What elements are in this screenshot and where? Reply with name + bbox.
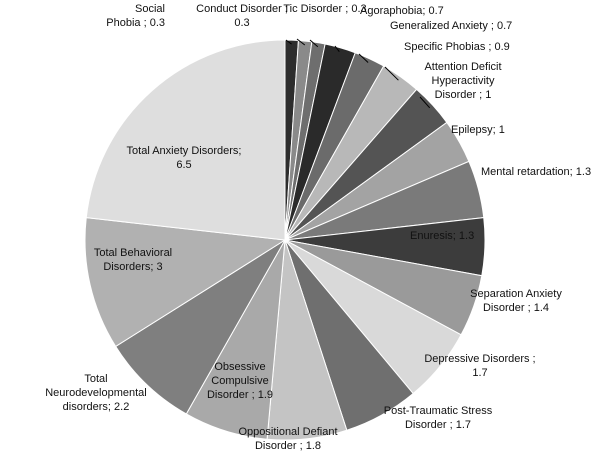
slice-label-line: Oppositional Defiant <box>238 426 337 438</box>
slice-label-line: Disorder ; 1.4 <box>483 302 549 314</box>
slice-label: Epilepsy; 1 <box>451 124 505 136</box>
slice-label: Obsessive Compulsive Disorder ; 1.9 <box>207 361 273 401</box>
slice-label-line: 1.7 <box>472 367 487 379</box>
pie-slice-total-behavioral-disorders <box>84 217 287 348</box>
leader-line <box>309 39 319 48</box>
slice-label: Agoraphobia; 0.7 <box>360 5 444 17</box>
slice-label-line: Total <box>84 373 107 385</box>
leader-line <box>285 39 292 45</box>
leader-line <box>384 66 399 81</box>
slice-label: Generalized Anxiety ; 0.7 <box>390 20 512 32</box>
leader-line <box>358 53 369 63</box>
slice-label-line: Obsessive <box>214 361 265 373</box>
slice-label: Specific Phobias ; 0.9 <box>404 41 510 53</box>
slice-label: Total Anxiety Disorders; 6.5 <box>127 145 242 171</box>
slice-label-line: Neurodevelopmental <box>45 387 147 399</box>
pie-slice-total-anxiety-disorders <box>85 39 286 241</box>
slice-label-line: Epilepsy; 1 <box>451 124 505 136</box>
slice-label-line: Specific Phobias ; 0.9 <box>404 41 510 53</box>
slice-label-line: Agoraphobia; 0.7 <box>360 5 444 17</box>
slice-label: Separation Anxiety Disorder ; 1.4 <box>470 288 562 314</box>
slice-label: Attention Deficit Hyperactivity Disorder ;… <box>424 61 501 101</box>
leader-line <box>419 96 431 109</box>
slice-label: Social Phobia ; 0.3 <box>106 3 165 29</box>
slice-label-line: Attention Deficit <box>424 61 501 73</box>
slice-label: Oppositional Defiant Disorder ; 1.8 <box>238 426 337 452</box>
slice-label-line: Phobia ; 0.3 <box>106 17 165 29</box>
slice-label: Total Behavioral Disorders; 3 <box>94 247 172 273</box>
slice-label-line: Tic Disorder ; 0.3 <box>283 3 366 15</box>
slice-label-line: Post-Traumatic Stress <box>384 405 493 417</box>
slice-label: Depressive Disorders ; 1.7 <box>424 353 535 379</box>
slice-label: Tic Disorder ; 0.3 <box>283 3 366 15</box>
slice-label-line: Generalized Anxiety ; 0.7 <box>390 20 512 32</box>
slice-label: Mental retardation; 1.3 <box>481 166 591 178</box>
leader-line <box>334 45 340 53</box>
slice-label: Conduct Disorder ; 0.3 <box>196 3 288 29</box>
slice-label: Total Neurodevelopmental disorders; 2.2 <box>45 373 147 413</box>
slice-label-line: Disorder ; 1.8 <box>255 440 321 452</box>
pie-slices <box>84 39 486 441</box>
slice-label-line: disorders; 2.2 <box>63 401 130 413</box>
slice-label-line: Separation Anxiety <box>470 288 562 300</box>
slice-label-line: Disorder ; 1.7 <box>405 419 471 431</box>
slice-label-line: Social <box>135 3 165 15</box>
leader-lines <box>285 38 431 109</box>
slice-label-line: Mental retardation; 1.3 <box>481 166 591 178</box>
slice-label-line: Hyperactivity <box>432 75 495 87</box>
slice-label: Post-Traumatic Stress Disorder ; 1.7 <box>384 405 493 431</box>
slice-label-line: Compulsive <box>211 375 268 387</box>
slice-label-line: Disorders; 3 <box>103 261 162 273</box>
pie-slice-total-neurodevelopmental-disorders <box>114 239 286 415</box>
slice-label-line: Conduct Disorder ; <box>196 3 288 15</box>
slice-label-line: Total Behavioral <box>94 247 172 259</box>
leader-line <box>296 38 306 46</box>
slice-label-line: Disorder ; 1.9 <box>207 389 273 401</box>
slice-label-line: Total Anxiety Disorders; <box>127 145 242 157</box>
slice-label-line: Enuresis; 1.3 <box>410 230 474 242</box>
slice-label-line: 0.3 <box>234 17 249 29</box>
slice-label: Enuresis; 1.3 <box>410 230 474 242</box>
slice-labels: Social Phobia ; 0.3 Conduct Disorder ; 0.3 T… <box>45 3 591 452</box>
slice-label-line: Disorder ; 1 <box>435 89 492 101</box>
slice-label-line: 6.5 <box>176 159 191 171</box>
slice-label-line: Depressive Disorders ; <box>424 353 535 365</box>
